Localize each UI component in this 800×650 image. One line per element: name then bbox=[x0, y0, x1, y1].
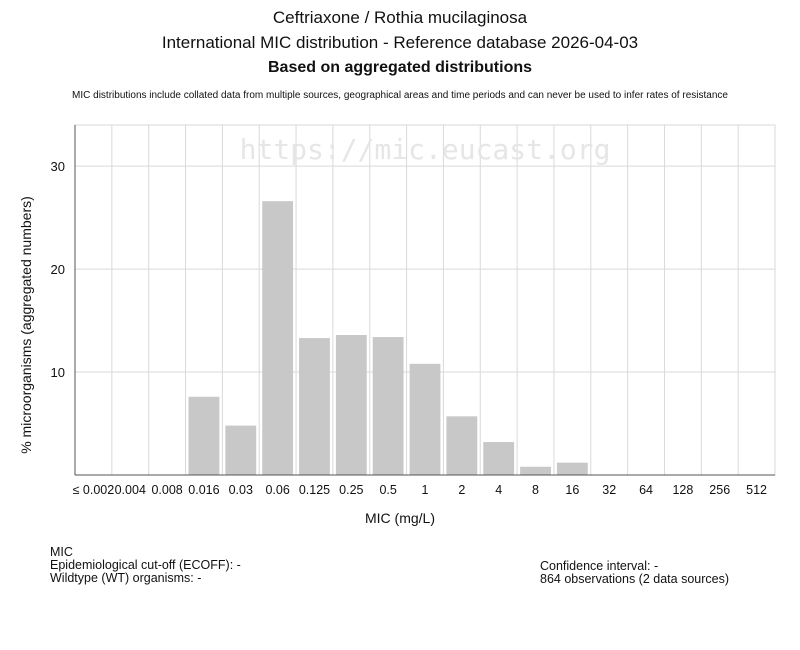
x-tick-label: 0.004 bbox=[115, 483, 146, 497]
x-tick-label: 16 bbox=[565, 483, 579, 497]
x-tick-label: 32 bbox=[602, 483, 616, 497]
bar-6 bbox=[299, 338, 330, 475]
x-tick-label: 0.03 bbox=[229, 483, 253, 497]
ecoff-text: Epidemiological cut-off (ECOFF): - bbox=[50, 558, 241, 572]
wildtype-text: Wildtype (WT) organisms: - bbox=[50, 571, 202, 585]
x-tick-label: 128 bbox=[672, 483, 693, 497]
bar-5 bbox=[262, 201, 294, 476]
bar-4 bbox=[225, 425, 257, 475]
bar-3 bbox=[188, 396, 220, 475]
x-tick-label: 8 bbox=[532, 483, 539, 497]
x-tick-label: 0.06 bbox=[265, 483, 289, 497]
x-tick-label: 512 bbox=[746, 483, 767, 497]
watermark-text: https://mic.eucast.org bbox=[240, 133, 611, 166]
x-tick-label: 256 bbox=[709, 483, 730, 497]
confidence-interval-text: Confidence interval: - bbox=[540, 559, 659, 573]
x-tick-label: 0.008 bbox=[151, 483, 182, 497]
y-axis-label: % microorganisms (aggregated numbers) bbox=[18, 196, 34, 454]
observations-text: 864 observations (2 data sources) bbox=[540, 572, 729, 586]
x-tick-label: 1 bbox=[422, 483, 429, 497]
disclaimer-text: MIC distributions include collated data … bbox=[72, 90, 728, 101]
x-tick-label: 0.016 bbox=[188, 483, 219, 497]
bar-11 bbox=[483, 442, 515, 475]
x-axis-label: MIC (mg/L) bbox=[365, 510, 435, 526]
footer-left: MIC Epidemiological cut-off (ECOFF): - W… bbox=[50, 546, 241, 585]
y-tick-label: 20 bbox=[51, 262, 65, 277]
x-tick-label: 64 bbox=[639, 483, 653, 497]
mic-label: MIC bbox=[50, 545, 73, 559]
bar-9 bbox=[409, 363, 441, 475]
bar-13 bbox=[556, 462, 588, 475]
chart-subtitle-bold: Based on aggregated distributions bbox=[267, 59, 533, 76]
bar-10 bbox=[446, 416, 478, 475]
x-tick-label: 0.5 bbox=[379, 483, 396, 497]
chart-title: Ceftriaxone / Rothia mucilaginosa bbox=[272, 8, 528, 27]
bar-12 bbox=[520, 466, 551, 475]
x-tick-label: 2 bbox=[458, 483, 465, 497]
x-tick-label: 4 bbox=[495, 483, 502, 497]
y-tick-label: 30 bbox=[51, 159, 65, 174]
axis-layer: 10 20 30 ≤ 0.002 0.004 0.008 0.016 0.03 0.06 0.12… bbox=[51, 125, 775, 497]
x-tick-label: ≤ 0.002 bbox=[73, 483, 115, 497]
x-tick-label: 0.125 bbox=[299, 483, 330, 497]
footer-right: Confidence interval: - 864 observations … bbox=[540, 560, 729, 586]
y-tick-label: 10 bbox=[51, 365, 65, 380]
bars-layer bbox=[188, 201, 588, 476]
x-tick-label: 0.25 bbox=[339, 483, 363, 497]
bar-7 bbox=[335, 335, 367, 475]
chart-subtitle: International MIC distribution - Referen… bbox=[161, 33, 639, 52]
bar-8 bbox=[372, 337, 404, 475]
